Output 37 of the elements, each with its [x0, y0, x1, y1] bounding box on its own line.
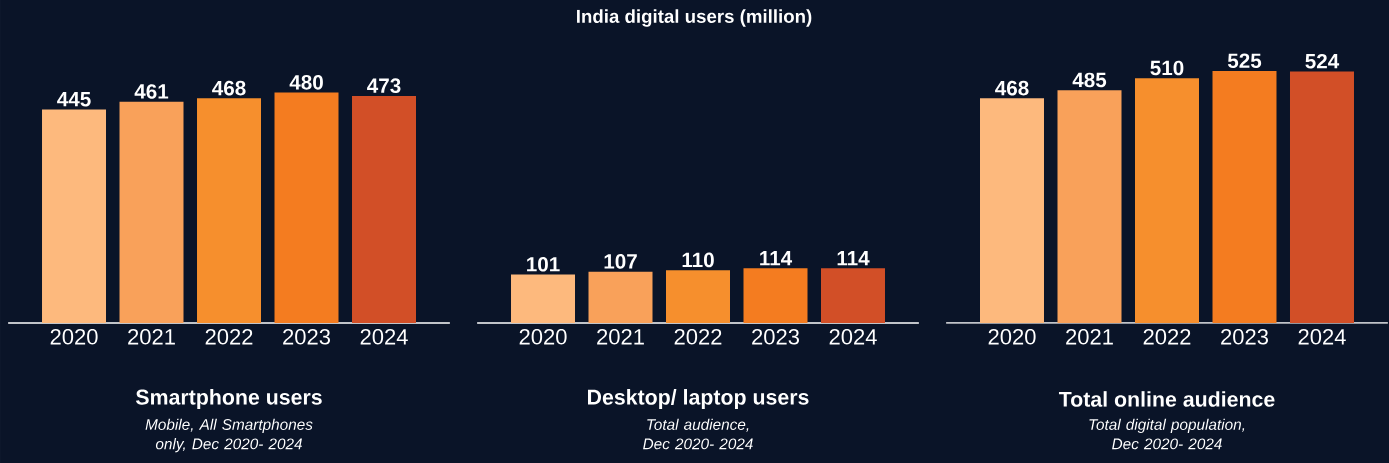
data-label: 468	[995, 80, 1029, 96]
x-tick-label: 2024	[1298, 329, 1346, 345]
data-label: 480	[289, 75, 323, 90]
data-label: 468	[212, 80, 246, 96]
text: Total online audience	[1058, 391, 1275, 407]
x-tick-label: 2023	[752, 329, 799, 345]
data-label: 110	[682, 252, 714, 268]
data-label: 114	[837, 251, 870, 266]
x-tick-label: 2021	[1066, 329, 1113, 345]
x-tick-label: 2024	[360, 329, 408, 345]
data-label: 524	[1305, 53, 1340, 69]
x-tick-label: 2021	[128, 329, 175, 345]
x-tick-label: 2020	[50, 329, 98, 345]
text: Desktop/ laptop users	[588, 389, 809, 409]
x-tick-label: 2023	[283, 329, 330, 345]
data-label: 473	[367, 78, 401, 94]
x-tick-label: 2022	[674, 329, 722, 345]
data-label: 445	[57, 92, 91, 107]
text: Total digital population, Dec 2020- 2024	[1089, 418, 1245, 450]
data-label: 114	[760, 251, 793, 266]
text: Total audience, Dec 2020- 2024	[643, 418, 753, 450]
x-tick-label: 2021	[597, 329, 644, 345]
text: India digital users (million)	[577, 9, 812, 27]
x-tick-label: 2024	[829, 329, 877, 345]
data-label: 461	[134, 84, 169, 99]
data-label: 485	[1072, 72, 1107, 88]
x-tick-label: 2022	[205, 329, 253, 345]
data-label: 510	[1150, 60, 1184, 76]
x-tick-label: 2023	[1221, 329, 1268, 345]
data-label: 101	[527, 256, 560, 272]
x-tick-label: 2020	[519, 329, 567, 345]
text: Smartphone users	[135, 389, 322, 409]
text: Mobile, All Smartphones only, Dec 2020- 2024	[145, 418, 313, 453]
x-tick-label: 2020	[988, 329, 1036, 345]
x-tick-label: 2022	[1143, 329, 1191, 345]
data-label: 107	[604, 254, 637, 269]
data-label: 525	[1227, 53, 1262, 69]
